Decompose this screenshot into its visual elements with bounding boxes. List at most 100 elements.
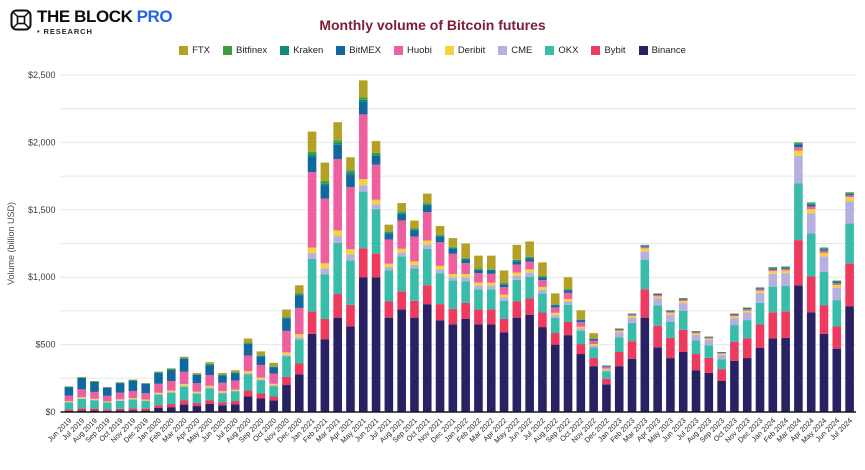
bar-segment-bybit[interactable] — [333, 294, 342, 318]
bar-segment-bitfinex[interactable] — [166, 368, 176, 370]
bar-segment-bitfinex[interactable] — [845, 192, 854, 194]
bar-segment-bybit[interactable] — [102, 409, 112, 411]
bar-segment-bybit[interactable] — [806, 276, 816, 313]
bar-segment-bitfinex[interactable] — [205, 363, 214, 365]
bar-segment-kraken[interactable] — [525, 257, 534, 259]
bar-segment-okx[interactable] — [525, 276, 534, 299]
bar-segment-bitmex[interactable] — [77, 378, 86, 390]
bar-segment-cme[interactable] — [627, 317, 637, 324]
bar-segment-cme[interactable] — [218, 392, 227, 394]
bar-segment-bitmex[interactable] — [576, 320, 586, 323]
bar-segment-binance[interactable] — [179, 404, 189, 412]
bar-segment-binance[interactable] — [397, 309, 406, 412]
bar-segment-okx[interactable] — [845, 223, 854, 264]
bar-segment-bybit[interactable] — [410, 300, 419, 318]
bar-segment-kraken[interactable] — [474, 269, 483, 270]
bar-segment-binance[interactable] — [486, 324, 496, 412]
bar-segment-huobi[interactable] — [666, 311, 675, 313]
bar-segment-ftx[interactable] — [563, 277, 573, 290]
bar-segment-binance[interactable] — [448, 324, 458, 412]
bar-segment-cme[interactable] — [678, 303, 688, 311]
bar-segment-ftx[interactable] — [282, 309, 291, 317]
bar-segment-huobi[interactable] — [691, 332, 701, 334]
bar-segment-bitmex[interactable] — [218, 375, 227, 383]
bar-segment-cme[interactable] — [512, 275, 522, 280]
bar-segment-deribit[interactable] — [282, 352, 291, 355]
bar-segment-kraken[interactable] — [832, 281, 842, 283]
bar-segment-bybit[interactable] — [589, 358, 598, 367]
bar-segment-okx[interactable] — [794, 183, 803, 241]
bar-segment-bitmex[interactable] — [269, 367, 278, 374]
bar-segment-bybit[interactable] — [640, 289, 650, 318]
bar-segment-binance[interactable] — [768, 338, 778, 412]
bar-segment-huobi[interactable] — [115, 392, 125, 400]
bar-segment-bybit[interactable] — [666, 337, 675, 359]
bar-segment-deribit[interactable] — [64, 401, 74, 403]
bar-segment-okx[interactable] — [243, 374, 253, 391]
bar-segment-kraken[interactable] — [256, 355, 266, 357]
bar-segment-binance[interactable] — [576, 354, 586, 412]
bar-segment-cme[interactable] — [781, 273, 790, 286]
bar-segment-huobi[interactable] — [448, 253, 458, 274]
bar-segment-bitmex[interactable] — [832, 282, 842, 284]
bar-segment-bitfinex[interactable] — [474, 268, 483, 270]
legend-item-ftx[interactable]: FTX — [179, 45, 210, 56]
bar-segment-cme[interactable] — [448, 277, 458, 281]
bar-segment-deribit[interactable] — [410, 261, 419, 265]
bar-segment-huobi[interactable] — [320, 198, 330, 264]
bar-segment-huobi[interactable] — [717, 352, 726, 354]
bar-segment-cme[interactable] — [422, 244, 432, 249]
bar-segment-deribit[interactable] — [346, 249, 355, 255]
bar-segment-bitmex[interactable] — [192, 374, 202, 384]
bar-segment-okx[interactable] — [307, 259, 317, 312]
bar-segment-binance[interactable] — [461, 318, 470, 412]
bar-segment-bybit[interactable] — [448, 308, 458, 325]
bar-segment-bybit[interactable] — [435, 304, 445, 321]
bar-segment-cme[interactable] — [768, 273, 778, 287]
bar-segment-okx[interactable] — [166, 392, 176, 405]
bar-segment-ftx[interactable] — [384, 224, 394, 232]
bar-segment-huobi[interactable] — [333, 158, 342, 231]
legend-item-cme[interactable]: CME — [498, 45, 532, 56]
bar-segment-cme[interactable] — [384, 267, 394, 271]
bar-segment-kraken[interactable] — [845, 193, 854, 194]
bar-segment-huobi[interactable] — [384, 239, 394, 264]
bar-segment-okx[interactable] — [576, 330, 586, 345]
bar-segment-okx[interactable] — [179, 386, 189, 401]
bar-segment-bybit[interactable] — [538, 312, 547, 328]
bar-segment-okx[interactable] — [742, 320, 752, 339]
bar-segment-binance[interactable] — [691, 370, 701, 412]
bar-segment-bitfinex[interactable] — [154, 371, 163, 373]
bar-segment-okx[interactable] — [717, 359, 726, 370]
bar-segment-cme[interactable] — [294, 337, 304, 340]
bar-segment-huobi[interactable] — [602, 366, 611, 369]
bar-segment-huobi[interactable] — [461, 263, 470, 274]
bar-segment-deribit[interactable] — [397, 248, 406, 253]
bar-segment-ftx[interactable] — [218, 372, 227, 375]
bar-segment-cme[interactable] — [205, 387, 214, 389]
bar-segment-bitfinex[interactable] — [294, 293, 304, 295]
bar-segment-cme[interactable] — [320, 268, 330, 275]
bar-segment-bybit[interactable] — [819, 305, 829, 334]
bar-segment-binance[interactable] — [282, 385, 291, 412]
bar-segment-deribit[interactable] — [435, 265, 445, 270]
bar-segment-bitfinex[interactable] — [525, 256, 534, 258]
bar-segment-bitfinex[interactable] — [410, 228, 419, 230]
bar-segment-bybit[interactable] — [90, 408, 99, 411]
bar-segment-ftx[interactable] — [179, 356, 189, 358]
bar-segment-bybit[interactable] — [627, 341, 637, 359]
bar-segment-bybit[interactable] — [704, 357, 714, 373]
bar-segment-kraken[interactable] — [435, 235, 445, 237]
bar-segment-okx[interactable] — [589, 347, 598, 359]
bar-segment-deribit[interactable] — [614, 330, 624, 333]
bar-segment-bitmex[interactable] — [422, 205, 432, 213]
bar-segment-huobi[interactable] — [538, 280, 547, 287]
bar-segment-binance[interactable] — [845, 306, 854, 412]
bar-segment-okx[interactable] — [346, 260, 355, 305]
bar-segment-bybit[interactable] — [346, 304, 355, 327]
bar-segment-huobi[interactable] — [422, 212, 432, 241]
bar-segment-cme[interactable] — [461, 277, 470, 282]
bar-segment-bitmex[interactable] — [614, 328, 624, 330]
bar-segment-okx[interactable] — [448, 280, 458, 309]
bar-segment-binance[interactable] — [269, 400, 278, 412]
